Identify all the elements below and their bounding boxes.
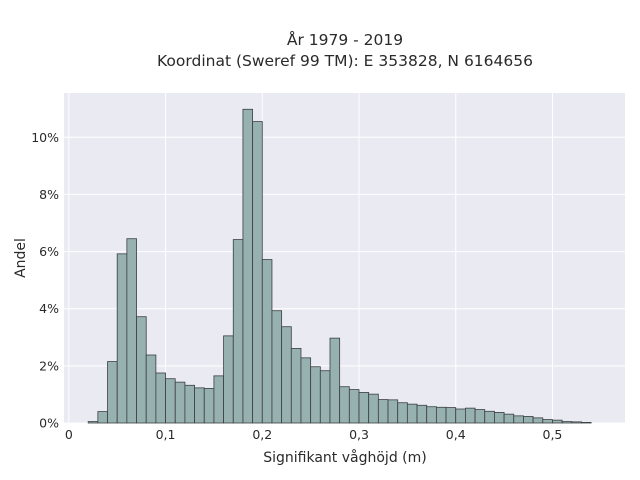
histogram-bar <box>271 310 283 424</box>
histogram-bar <box>165 378 176 424</box>
x-axis-label: Signifikant våghöjd (m) <box>263 449 426 466</box>
histogram-bar <box>358 392 370 424</box>
histogram-bar <box>194 387 205 424</box>
histogram-bar <box>377 399 389 424</box>
histogram-bar <box>126 238 137 424</box>
histogram-bar <box>406 403 418 424</box>
histogram-bar <box>310 366 321 424</box>
histogram-bar <box>523 416 534 424</box>
x-tick-label: 0,1 <box>156 427 176 442</box>
histogram-bar <box>552 419 563 424</box>
histogram-bar <box>542 419 553 424</box>
y-tick-label: 0% <box>39 416 59 431</box>
histogram-bar <box>503 413 515 424</box>
histogram-bar <box>223 335 234 424</box>
histogram-bar <box>397 402 408 424</box>
histogram-bar <box>465 407 476 424</box>
histogram-bar <box>281 326 292 424</box>
histogram-bar <box>368 393 379 424</box>
y-tick-label: 2% <box>39 358 59 373</box>
histogram-bar <box>174 381 186 424</box>
y-tick-label: 4% <box>39 301 59 316</box>
plot-area <box>64 93 625 423</box>
histogram-bar <box>136 316 147 424</box>
histogram-bar <box>513 415 524 424</box>
histogram-bar <box>426 406 437 424</box>
histogram-bar <box>484 410 495 424</box>
histogram-bar <box>339 386 350 424</box>
histogram-bar <box>232 239 244 424</box>
y-tick-label: 10% <box>31 130 59 145</box>
histogram-bar <box>184 384 195 424</box>
histogram-bar <box>107 361 118 424</box>
histogram-bar <box>97 411 108 424</box>
histogram-bar <box>319 370 331 424</box>
histogram-bar <box>455 408 466 424</box>
histogram-bar <box>561 421 573 424</box>
histogram-bar <box>261 259 273 424</box>
bars <box>87 108 592 424</box>
histogram-bar <box>532 417 544 424</box>
histogram-bar <box>155 372 166 424</box>
y-axis-label: Andel <box>13 238 29 278</box>
histogram-bar <box>387 399 399 424</box>
histogram-bar <box>252 121 263 424</box>
histogram-bar <box>571 421 582 424</box>
histogram-bar <box>329 337 341 424</box>
histogram-bar <box>445 407 457 424</box>
histogram-bar <box>435 406 447 424</box>
x-tick-label: 0,2 <box>252 427 272 442</box>
histogram-bar <box>242 108 254 424</box>
histogram-bar <box>416 404 428 424</box>
histogram-bar <box>145 354 157 424</box>
histogram-bar <box>213 375 224 424</box>
chart-title-line2: Koordinat (Sweref 99 TM): E 353828, N 61… <box>157 52 533 70</box>
y-tick-label: 8% <box>39 187 59 202</box>
histogram-bar <box>116 253 128 424</box>
x-tick-label: 0,4 <box>446 427 466 442</box>
histogram-bar <box>87 421 99 424</box>
histogram-bar <box>300 357 312 424</box>
histogram-bar <box>494 412 505 424</box>
tick-labels: 0 0,1 0,2 0,3 0,4 0,5 0% 2% 4% 6% 8% 10% <box>31 130 562 442</box>
histogram-bar <box>290 348 302 424</box>
chart-title-line1: År 1979 - 2019 <box>287 30 403 49</box>
x-tick-label: 0,5 <box>543 427 563 442</box>
histogram-bar <box>203 388 215 424</box>
histogram-bar <box>348 389 360 424</box>
histogram-bar <box>581 422 592 424</box>
x-tick-label: 0 <box>65 427 73 442</box>
x-tick-label: 0,3 <box>349 427 369 442</box>
y-tick-label: 6% <box>39 244 59 259</box>
histogram-bar <box>474 409 486 424</box>
